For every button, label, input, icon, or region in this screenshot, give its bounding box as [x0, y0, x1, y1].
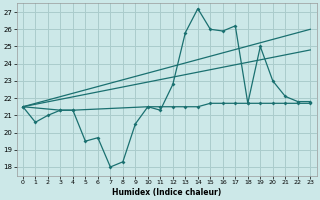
X-axis label: Humidex (Indice chaleur): Humidex (Indice chaleur): [112, 188, 221, 197]
